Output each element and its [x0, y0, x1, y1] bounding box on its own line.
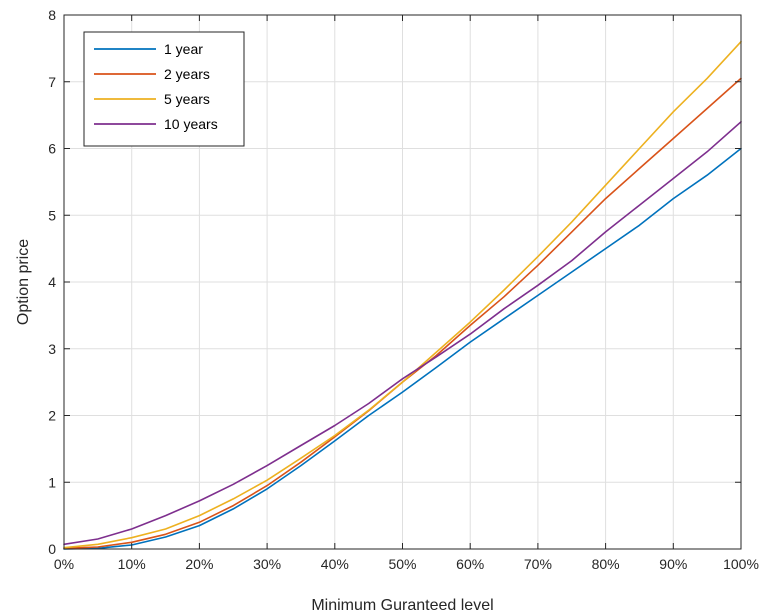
series-line-5-years [63, 40, 742, 549]
x-tick-label: 90% [659, 556, 687, 572]
x-tick-label: 100% [723, 556, 759, 572]
y-tick-label: 1 [48, 474, 56, 490]
x-tick-label: 60% [456, 556, 484, 572]
legend-box [83, 31, 245, 147]
legend-label: 10 years [164, 116, 218, 132]
legend-label: 1 year [164, 41, 203, 57]
legend-label: 5 years [164, 91, 210, 107]
x-axis-label: Minimum Guranteed level [311, 597, 493, 614]
y-tick-label: 8 [48, 7, 56, 23]
y-tick-label: 7 [48, 74, 56, 90]
y-axis-ticks: 0 1 2 3 4 5 6 7 8 [48, 7, 741, 557]
legend: 1 year 2 years 5 years 10 years [83, 31, 245, 147]
y-tick-label: 3 [48, 341, 56, 357]
x-tick-label: 50% [388, 556, 416, 572]
series-line-10-years [63, 121, 742, 546]
y-axis-label: Option price [15, 239, 32, 325]
x-tick-label: 10% [118, 556, 146, 572]
x-tick-label: 70% [524, 556, 552, 572]
legend-items: 1 year 2 years 5 years 10 years [94, 41, 218, 132]
y-tick-label: 5 [48, 207, 56, 223]
x-tick-label: 0% [54, 556, 74, 572]
x-tick-label: 40% [321, 556, 349, 572]
x-tick-label: 80% [592, 556, 620, 572]
y-tick-label: 4 [48, 274, 56, 290]
series-line-1-year [63, 147, 742, 550]
x-tick-label: 30% [253, 556, 281, 572]
y-tick-label: 0 [48, 541, 56, 557]
grid [64, 15, 741, 549]
x-axis-ticks: 0% 10% 20% 30% 40% 50% 60% 70% 80% 90% 100% [54, 15, 759, 572]
series-group [63, 40, 742, 550]
legend-label: 2 years [164, 66, 210, 82]
x-tick-label: 20% [185, 556, 213, 572]
y-tick-label: 2 [48, 408, 56, 424]
y-tick-label: 6 [48, 141, 56, 157]
